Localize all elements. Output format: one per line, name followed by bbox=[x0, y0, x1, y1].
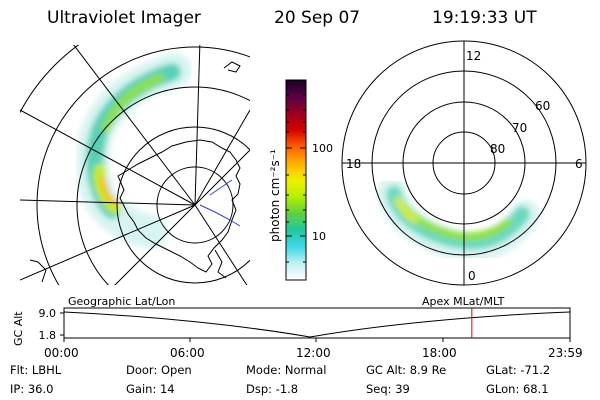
mlt-label-6: 6 bbox=[575, 157, 583, 171]
mlt-label-0: 0 bbox=[468, 269, 476, 283]
geo-footprint-line bbox=[199, 204, 241, 227]
image-time: 19:19:33 UT bbox=[432, 8, 537, 28]
mag-map-label: Apex MLat/MLT bbox=[422, 295, 505, 308]
geo-lat-circles bbox=[20, 45, 250, 285]
mag-lat-label-70: 70 bbox=[512, 121, 527, 135]
geo-map-label: Geographic Lat/Lon bbox=[68, 295, 175, 308]
mag-aurora bbox=[377, 177, 540, 262]
info-filter: Flt: LBHL bbox=[10, 363, 62, 377]
geographic-map bbox=[20, 45, 250, 285]
gc-alt-axis-label: GC Alt bbox=[12, 311, 25, 346]
colorbar-unit-label: photon cm⁻²s⁻¹ bbox=[268, 149, 282, 242]
mlt-label-18: 18 bbox=[346, 157, 361, 171]
gc-alt-curve bbox=[63, 311, 571, 338]
info-glat: GLat: -71.2 bbox=[486, 363, 551, 377]
mlt-label-12: 12 bbox=[466, 49, 481, 63]
x-tick-2359: 23:59 bbox=[548, 346, 583, 360]
x-tick-0000: 00:00 bbox=[44, 346, 79, 360]
info-seq: Seq: 39 bbox=[366, 382, 410, 396]
mag-mlt-lines bbox=[342, 41, 586, 285]
mag-lat-label-80: 80 bbox=[490, 142, 505, 156]
info-glon: GLon: 68.1 bbox=[486, 382, 549, 396]
colorbar-tick-100: 100 bbox=[312, 142, 333, 155]
mag-lat-label-60: 60 bbox=[535, 99, 550, 113]
x-tick-1800: 18:00 bbox=[422, 346, 457, 360]
instrument-title: Ultraviolet Imager bbox=[47, 8, 201, 28]
info-ip: IP: 36.0 bbox=[10, 382, 54, 396]
info-gain: Gain: 14 bbox=[126, 382, 175, 396]
info-dsp: Dsp: -1.8 bbox=[246, 382, 299, 396]
magnetic-map: 12 18 6 0 60 70 80 bbox=[341, 40, 587, 286]
colorbar: 100 10 photon cm⁻²s⁻¹ bbox=[268, 79, 333, 281]
timeline-frame bbox=[63, 307, 571, 339]
antarctica-coastline bbox=[117, 139, 241, 273]
info-mode: Mode: Normal bbox=[246, 363, 327, 377]
y-tick-1-8: 1.8 bbox=[39, 329, 57, 342]
colorbar-tick-10: 10 bbox=[312, 230, 326, 243]
geo-aurora bbox=[75, 53, 192, 249]
image-date: 20 Sep 07 bbox=[274, 8, 361, 28]
y-tick-9: 9.0 bbox=[39, 307, 57, 320]
geo-lon-lines bbox=[20, 45, 250, 285]
colorbar-rect bbox=[285, 79, 307, 281]
timeline: Geographic Lat/Lon Apex MLat/MLT 9.0 1.8… bbox=[12, 295, 571, 346]
info-gc-alt: GC Alt: 8.9 Re bbox=[366, 363, 447, 377]
x-tick-0600: 06:00 bbox=[170, 346, 205, 360]
x-tick-1200: 12:00 bbox=[296, 346, 331, 360]
info-door: Door: Open bbox=[126, 363, 192, 377]
